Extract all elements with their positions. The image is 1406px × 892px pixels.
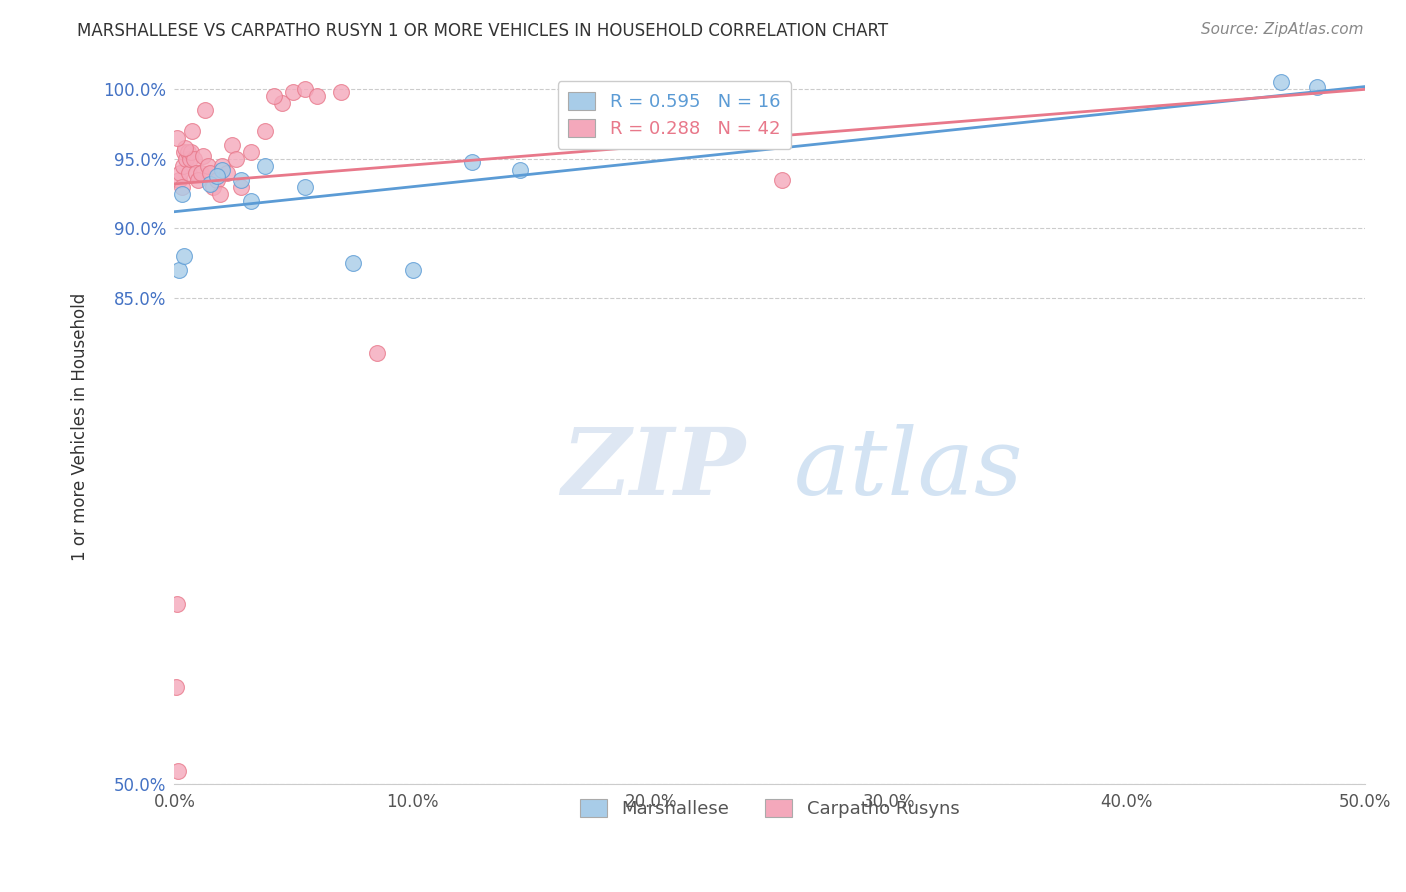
Point <box>166 597 188 611</box>
Point <box>174 141 197 155</box>
Point <box>330 85 353 99</box>
Point <box>270 96 292 111</box>
Point <box>294 82 316 96</box>
Point <box>215 166 238 180</box>
Point <box>201 179 224 194</box>
Point <box>166 131 188 145</box>
Point <box>770 172 793 186</box>
Point <box>167 764 190 778</box>
Point <box>207 172 229 186</box>
Point <box>183 152 205 166</box>
Point <box>170 179 193 194</box>
Point <box>165 680 187 694</box>
Point <box>176 145 198 159</box>
Point <box>173 145 195 159</box>
Point <box>239 194 262 208</box>
Point <box>342 256 364 270</box>
Point <box>177 166 200 180</box>
Point <box>509 163 531 178</box>
Point <box>221 138 243 153</box>
Point <box>184 166 207 180</box>
Y-axis label: 1 or more Vehicles in Household: 1 or more Vehicles in Household <box>72 293 89 560</box>
Legend: Marshallese, Carpatho Rusyns: Marshallese, Carpatho Rusyns <box>572 792 967 825</box>
Point <box>198 166 221 180</box>
Text: MARSHALLESE VS CARPATHO RUSYN 1 OR MORE VEHICLES IN HOUSEHOLD CORRELATION CHART: MARSHALLESE VS CARPATHO RUSYN 1 OR MORE … <box>77 22 889 40</box>
Point <box>366 346 388 360</box>
Point <box>198 177 221 191</box>
Point <box>263 89 285 103</box>
Point <box>211 159 233 173</box>
Text: Source: ZipAtlas.com: Source: ZipAtlas.com <box>1201 22 1364 37</box>
Point <box>172 159 194 173</box>
Point <box>167 263 190 277</box>
Point <box>181 124 204 138</box>
Point <box>170 186 193 201</box>
Point <box>179 152 201 166</box>
Point <box>461 154 484 169</box>
Point <box>180 145 202 159</box>
Point <box>225 152 247 166</box>
Point <box>197 159 219 173</box>
Point <box>229 179 252 194</box>
Point <box>194 103 217 118</box>
Point <box>253 159 276 173</box>
Point <box>176 152 198 166</box>
Text: atlas: atlas <box>793 425 1024 515</box>
Point <box>208 186 231 201</box>
Point <box>239 145 262 159</box>
Point <box>401 263 423 277</box>
Text: ZIP: ZIP <box>561 425 745 515</box>
Point <box>169 166 191 180</box>
Point <box>211 163 233 178</box>
Point <box>229 172 252 186</box>
Point <box>173 249 195 263</box>
Point <box>253 124 276 138</box>
Point <box>190 166 212 180</box>
Point <box>1306 79 1329 94</box>
Point <box>167 172 190 186</box>
Point <box>1270 75 1292 89</box>
Point <box>307 89 329 103</box>
Point <box>187 172 209 186</box>
Point <box>283 85 305 99</box>
Point <box>207 169 229 183</box>
Point <box>294 179 316 194</box>
Point <box>191 149 214 163</box>
